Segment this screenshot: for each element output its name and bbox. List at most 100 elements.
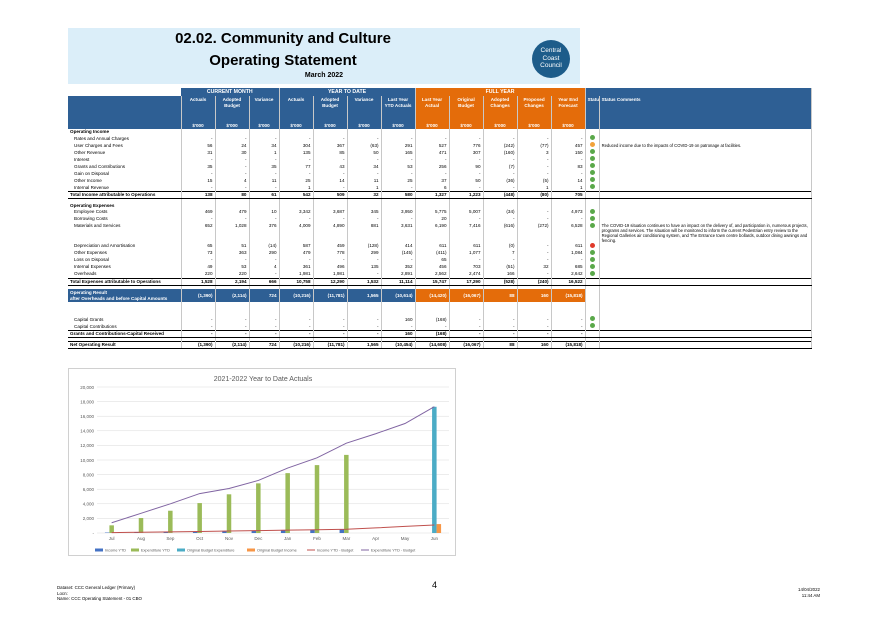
cell-value: 150: [551, 149, 586, 156]
cell-value: -: [249, 323, 280, 331]
cell-value: 25: [279, 177, 314, 184]
cell-value: 135: [347, 263, 382, 271]
cell-value: -: [347, 215, 382, 223]
cell-value: [415, 202, 450, 209]
cell-value: 50: [347, 149, 382, 156]
cell-value: -: [215, 135, 250, 142]
y-tick-label: 18,000: [80, 399, 94, 404]
bar-1-aug: [138, 518, 144, 533]
bar-0-oct: [192, 531, 198, 533]
cell-value: (528): [483, 277, 518, 286]
cell-value: (7): [483, 163, 518, 170]
status-green-icon: [589, 156, 595, 161]
cell-value: 345: [347, 208, 382, 216]
cell-value: 666: [249, 277, 280, 286]
footer-right: 14/04/2022 11:44 AM: [790, 587, 820, 598]
cell-value: [181, 285, 216, 289]
cell-value: [449, 285, 484, 289]
cell-value: 1,528: [181, 277, 216, 286]
cell-value: (15,818): [551, 289, 586, 302]
cell-value: -: [347, 170, 382, 177]
cell-value: -: [279, 170, 314, 177]
cell-value: [279, 129, 314, 135]
cell-value: -: [551, 330, 586, 338]
unit-header: $'000: [381, 122, 416, 129]
cell-value: (14,420): [415, 289, 450, 302]
status-green-icon: [589, 256, 595, 262]
unit-header: $'000: [517, 122, 552, 129]
column-header: Status Comments: [599, 96, 812, 122]
line-series-0: [111, 524, 435, 534]
status-cell: [585, 135, 600, 142]
line-series-1: [111, 406, 435, 524]
unit-header-blank: [599, 122, 812, 129]
table-row: Grants and Contributions 35-35 77 43 34 53 256…: [68, 163, 812, 170]
cell-value: 56: [181, 142, 216, 149]
cell-value: -: [279, 256, 314, 264]
row-label: Capital Contributions: [68, 323, 182, 331]
bar-1-nov: [226, 494, 232, 533]
cell-value: [415, 285, 450, 289]
row-label: Total Expenses attributable to Operation…: [68, 277, 182, 286]
cell-value: 456: [415, 263, 450, 271]
row-label: Gain on Disposal: [68, 170, 182, 177]
cell-value: 11,114: [381, 277, 416, 286]
cell-value: [279, 337, 314, 342]
status-cell: [585, 285, 600, 289]
status-cell: [599, 289, 812, 302]
cell-value: -: [517, 330, 552, 338]
bar-0-dec: [251, 530, 257, 533]
cell-value: -: [279, 323, 314, 331]
status-cell: [585, 270, 600, 278]
y-tick-label: 2,000: [83, 516, 95, 521]
cell-value: 14: [313, 177, 348, 184]
cell-value: -: [415, 170, 450, 177]
unit-header-row: $'000 $'000 $'000 $'000 $'000 $'000 $'000 $'000…: [68, 122, 812, 129]
cell-value: -: [181, 135, 216, 142]
blank-header: [68, 88, 181, 96]
cell-value: -: [483, 316, 518, 323]
cell-value: 724: [249, 289, 280, 302]
status-green-icon: [589, 149, 595, 154]
cell-value: -: [483, 135, 518, 142]
cell-value: 1,223: [449, 191, 484, 199]
unit-header: $'000: [181, 122, 216, 129]
status-cell: [585, 177, 600, 184]
column-header: Year End Forecast: [551, 96, 586, 122]
group-status: [585, 88, 812, 96]
cell-value: [415, 198, 450, 203]
spacer-cell: [517, 302, 552, 316]
cell-value: 652: [181, 222, 216, 243]
status-green-icon: [589, 263, 595, 269]
logo-text-1: Central: [540, 47, 562, 54]
status-cell: [585, 337, 600, 342]
cell-value: 15: [181, 177, 216, 184]
cell-value: -: [215, 316, 250, 323]
cell-value: -: [483, 215, 518, 223]
cell-value: -: [517, 170, 552, 177]
cell-value: [449, 129, 484, 135]
cell-value: 1,565: [347, 289, 382, 302]
cell-value: 35: [249, 163, 280, 170]
cell-value: 685: [551, 263, 586, 271]
legend-label: Income YTD: [105, 549, 126, 553]
status-comment: [599, 129, 812, 135]
y-tick-label: -: [93, 531, 95, 536]
cell-value: [347, 202, 382, 209]
cell-value: 2,474: [449, 270, 484, 278]
cell-value: [313, 337, 348, 342]
cell-value: [215, 337, 250, 342]
cell-value: 220: [215, 270, 250, 278]
status-green-icon: [589, 215, 595, 221]
title-band: [68, 28, 580, 84]
cell-value: -: [347, 135, 382, 142]
cell-value: -: [279, 156, 314, 163]
legend-swatch: [131, 548, 139, 552]
cell-value: -: [215, 215, 250, 223]
status-comment: [599, 316, 812, 323]
cell-value: -: [181, 215, 216, 223]
cell-value: 1,327: [415, 191, 450, 199]
table-row: Total Expenses attributable to Operation…: [68, 277, 812, 286]
cell-value: 611: [551, 242, 586, 250]
cell-value: [415, 129, 450, 135]
